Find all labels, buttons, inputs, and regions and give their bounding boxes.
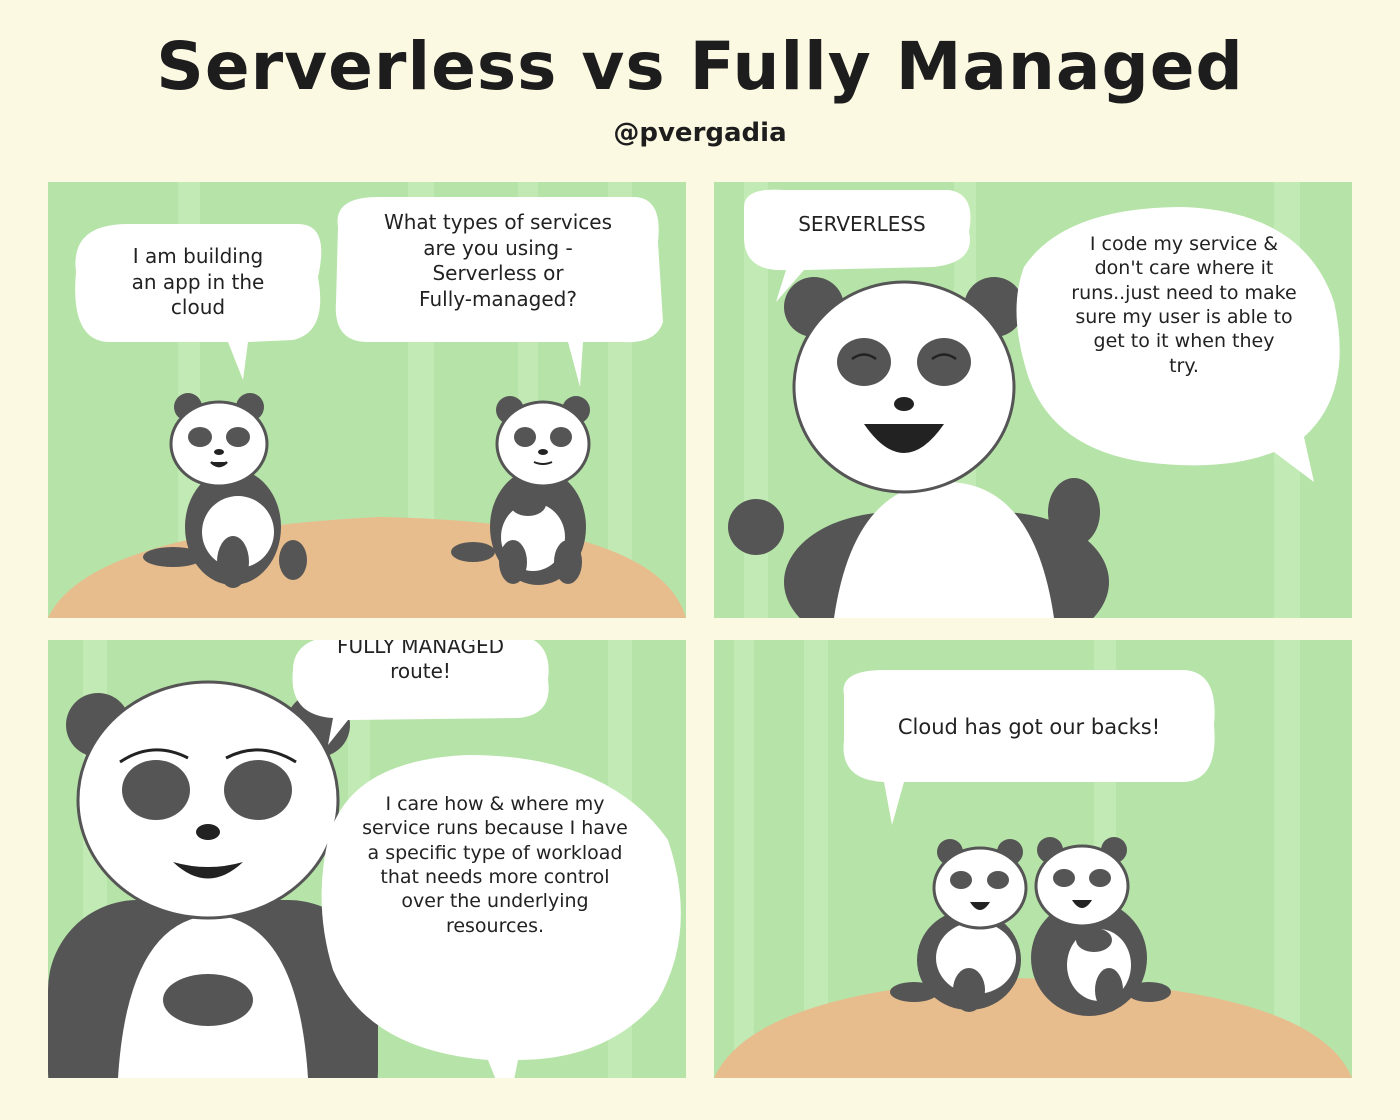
panda-right [451,396,591,585]
bubble-text-6: I care how & where my service runs becau… [362,793,628,937]
bubble-text-7: Cloud has got our backs! [897,715,1161,739]
speech-bubble-4 [1016,207,1340,482]
panel-1-scene [48,182,686,618]
panel-2-scene [728,182,1340,618]
speech-bubble-3 [744,189,971,302]
speech-bubble-6 [321,755,681,1078]
panel-3-scene [48,640,681,1078]
bubble-text-1: I am building an app in the cloud [131,244,265,320]
speech-bubble-7 [843,670,1215,825]
comic-panel-1: I am building an app in the cloud What t… [48,182,686,618]
panda-closeup-talking [48,680,378,1078]
panda-duo-left [890,839,1028,1012]
speech-bubble-5 [292,640,549,745]
panda-duo-right [1031,837,1171,1016]
panda-left [143,393,307,588]
panda-closeup-happy [728,277,1109,618]
bubble-text-3: SERVERLESS [798,212,926,236]
comic-panel-3: I am going FULLY MANAGED route! I care h… [48,640,686,1078]
bubble-text-4: I code my service & don't care where it … [1071,233,1297,377]
speech-bubble-2 [335,197,663,387]
bubble-text-5: I am going FULLY MANAGED route! [336,640,505,684]
ground-hill [48,517,686,618]
comic-panel-2: SERVERLESS I code my service & don't car… [714,182,1352,618]
comic-title: Serverless vs Fully Managed [156,28,1244,105]
ground-hill [714,978,1352,1078]
bubble-text-2: What types of services are you using - S… [383,210,613,311]
comic-panel-4: Cloud has got our backs! [714,640,1352,1078]
speech-bubble-1 [75,224,322,380]
author-handle: @pvergadia [613,118,787,148]
panel-4-scene [714,640,1352,1078]
